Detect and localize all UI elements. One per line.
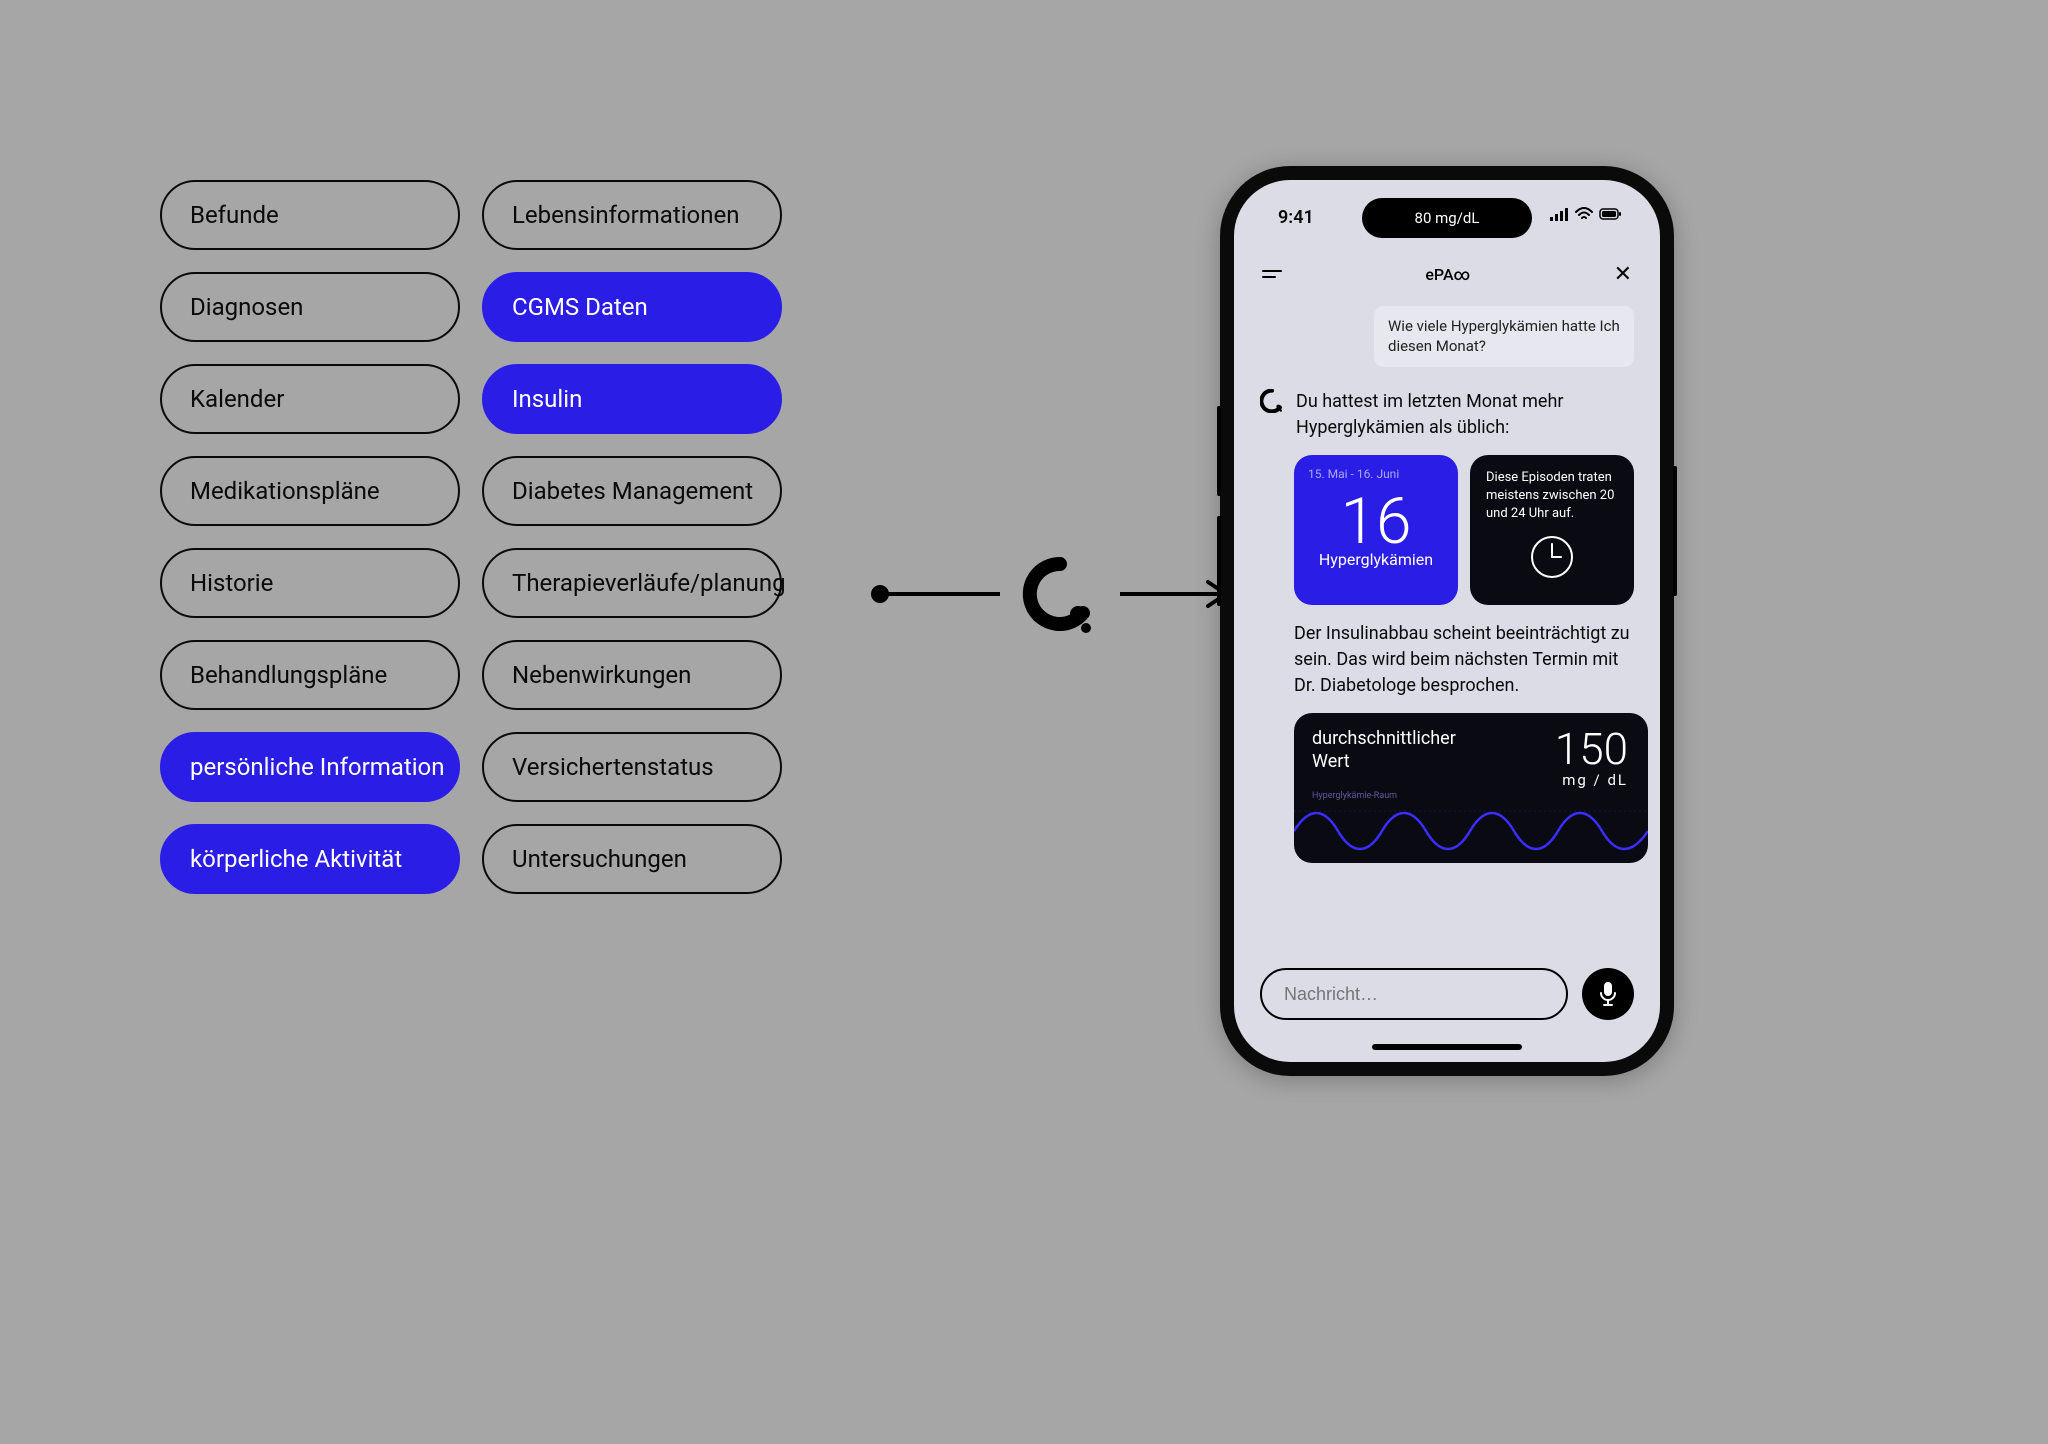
user-message-text: Wie viele Hyperglykämien hatte Ich diese…	[1388, 317, 1620, 355]
pill-label: Nebenwirkungen	[512, 661, 691, 689]
pill-versichertenstatus[interactable]: Versichertenstatus	[482, 732, 782, 802]
episode-time-card[interactable]: Diese Episoden traten meistens zwischen …	[1470, 455, 1634, 605]
dynamic-island: 80 mg/dL	[1362, 198, 1532, 238]
pill-label: körperliche Aktivität	[190, 845, 402, 873]
status-indicators	[1550, 207, 1622, 228]
avg-value-unit: mg / dL	[1555, 771, 1628, 789]
pill-untersuchungen[interactable]: Untersuchungen	[482, 824, 782, 894]
pill-lebensinformationen[interactable]: Lebensinformationen	[482, 180, 782, 250]
pill-therapieverlaeufe[interactable]: Therapieverläufe/planung	[482, 548, 782, 618]
data-flow-indicator	[870, 554, 1240, 634]
signal-wifi-battery-icon	[1550, 207, 1622, 223]
pill-koerperliche-aktivitaet[interactable]: körperliche Aktivität	[160, 824, 460, 894]
pill-label: Befunde	[190, 201, 279, 229]
stat-number: 16	[1341, 490, 1412, 554]
pill-label: Behandlungspläne	[190, 661, 387, 689]
assistant-followup-text: Der Insulinabbau scheint beeinträchtigt …	[1294, 621, 1634, 699]
pill-label: Insulin	[512, 385, 582, 413]
phone-mockup: 80 mg/dL 9:41 ePA∞ ✕ Wie viele Hyperglyk…	[1220, 166, 1674, 1076]
stat-caption: Hyperglykämien	[1319, 550, 1433, 569]
clock-icon	[1528, 533, 1576, 587]
pill-label: Historie	[190, 569, 273, 597]
time-card-text: Diese Episoden traten meistens zwischen …	[1486, 469, 1618, 524]
app-title: ePA∞	[1425, 265, 1470, 284]
pill-befunde[interactable]: Befunde	[160, 180, 460, 250]
assistant-avatar-icon	[1260, 389, 1284, 441]
pill-label: Versichertenstatus	[512, 753, 714, 781]
pill-label: Diabetes Management	[512, 477, 753, 505]
pill-label: Therapieverläufe/planung	[512, 569, 786, 597]
pill-label: Untersuchungen	[512, 845, 687, 873]
pill-label: persönliche Information	[190, 753, 444, 781]
message-input[interactable]	[1260, 968, 1568, 1020]
pill-behandlungsplaene[interactable]: Behandlungspläne	[160, 640, 460, 710]
home-indicator[interactable]	[1372, 1044, 1522, 1050]
pill-diabetes-management[interactable]: Diabetes Management	[482, 456, 782, 526]
avg-value: 150 mg / dL	[1555, 727, 1628, 789]
status-time: 9:41	[1278, 207, 1314, 228]
pill-historie[interactable]: Historie	[160, 548, 460, 618]
chat-input-bar	[1260, 968, 1634, 1020]
island-value: 80 mg/dL	[1415, 209, 1480, 227]
pill-label: CGMS Daten	[512, 293, 648, 321]
user-message-bubble: Wie viele Hyperglykämien hatte Ich diese…	[1374, 306, 1634, 367]
date-range: 15. Mai - 16. Juni	[1308, 467, 1399, 481]
pill-medikationsplaene[interactable]: Medikationspläne	[160, 456, 460, 526]
pill-cgms-daten[interactable]: CGMS Daten	[482, 272, 782, 342]
menu-icon[interactable]	[1262, 270, 1282, 278]
chat-area: Wie viele Hyperglykämien hatte Ich diese…	[1234, 306, 1660, 942]
flow-arrow-icon	[870, 554, 1240, 634]
phone-screen: 80 mg/dL 9:41 ePA∞ ✕ Wie viele Hyperglyk…	[1234, 180, 1660, 1062]
category-pill-grid: Befunde Lebensinformationen Diagnosen CG…	[160, 180, 782, 894]
pill-diagnosen[interactable]: Diagnosen	[160, 272, 460, 342]
pill-label: Diagnosen	[190, 293, 303, 321]
close-icon[interactable]: ✕	[1614, 262, 1632, 287]
pill-kalender[interactable]: Kalender	[160, 364, 460, 434]
assistant-intro-text: Du hattest im letzten Monat mehr Hypergl…	[1296, 389, 1634, 441]
pill-nebenwirkungen[interactable]: Nebenwirkungen	[482, 640, 782, 710]
stat-cards-row: 15. Mai - 16. Juni 16 Hyperglykämien Die…	[1294, 455, 1634, 605]
pill-label: Medikationspläne	[190, 477, 380, 505]
assistant-intro-row: Du hattest im letzten Monat mehr Hypergl…	[1260, 389, 1634, 441]
pill-label: Lebensinformationen	[512, 201, 739, 229]
hyperglycemia-count-card[interactable]: 15. Mai - 16. Juni 16 Hyperglykämien	[1294, 455, 1458, 605]
mic-icon	[1598, 981, 1618, 1007]
app-topbar: ePA∞ ✕	[1234, 250, 1660, 298]
avg-value-number: 150	[1555, 727, 1628, 771]
pill-label: Kalender	[190, 385, 284, 413]
pill-insulin[interactable]: Insulin	[482, 364, 782, 434]
mic-button[interactable]	[1582, 968, 1634, 1020]
pill-persoenliche-information[interactable]: persönliche Information	[160, 732, 460, 802]
wave-chart-icon	[1294, 797, 1648, 851]
average-value-card[interactable]: durchschnittlicher Wert 150 mg / dL Hype…	[1294, 713, 1648, 863]
